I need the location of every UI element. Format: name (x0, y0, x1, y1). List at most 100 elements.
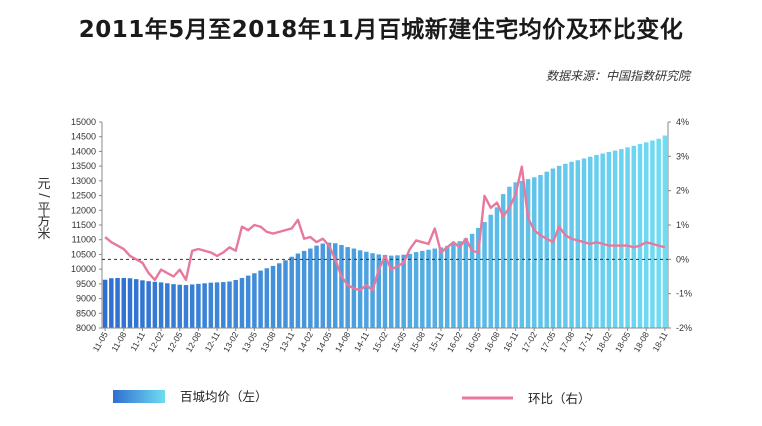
x-tick-label: 17-08 (557, 330, 577, 354)
x-tick-label: 15-11 (426, 330, 445, 354)
bar (569, 161, 574, 328)
bar-series (102, 135, 668, 328)
bar (643, 142, 649, 328)
x-tick-label: 16-02 (445, 330, 465, 354)
bar (556, 165, 562, 328)
bar (270, 265, 276, 328)
y-left-tick-label: 9500 (76, 279, 96, 289)
bar (532, 177, 537, 328)
bar (333, 243, 338, 328)
bar (320, 243, 326, 328)
bar (202, 283, 207, 328)
y-right-tick-label: -2% (676, 323, 692, 333)
bar (264, 268, 270, 328)
bar (221, 282, 226, 328)
bar (140, 280, 145, 328)
y-right-tick-label: 0% (676, 254, 689, 264)
bar (650, 140, 655, 328)
y-left-tick-label: 13500 (71, 161, 96, 171)
bar (115, 277, 120, 328)
bar (171, 284, 176, 328)
y-left-tick-label: 14500 (71, 132, 96, 142)
bar (314, 245, 319, 328)
y-axis-title-char: / (36, 193, 51, 198)
bar (407, 253, 413, 328)
bar (277, 263, 282, 328)
x-tick-label: 14-02 (296, 330, 316, 354)
mom-change-line (104, 165, 666, 292)
bar (245, 275, 251, 328)
bar (146, 281, 151, 328)
bar (339, 245, 344, 328)
bar (563, 163, 568, 328)
y-right-tick-label: 3% (676, 151, 689, 161)
x-tick-label: 11-05 (91, 330, 110, 354)
bar (519, 180, 525, 328)
x-tick-label: 17-11 (576, 330, 595, 354)
y-left-tick-label: 14000 (71, 146, 96, 156)
x-tick-label: 16-05 (463, 330, 483, 354)
bar (575, 160, 581, 328)
x-tick-label: 14-08 (333, 330, 353, 354)
bar (438, 247, 444, 328)
x-tick-label: 12-11 (203, 330, 222, 354)
bar (401, 254, 406, 328)
bar (127, 278, 133, 328)
y-left-tick-label: 8500 (76, 308, 96, 318)
bar (426, 249, 431, 328)
bar (345, 247, 350, 328)
x-tick-label: 14-05 (314, 330, 334, 354)
y-axis-title-char: 平 (37, 202, 50, 217)
x-tick-label: 15-08 (408, 330, 428, 354)
bar (301, 250, 307, 328)
bar (538, 174, 543, 328)
x-tick-label: 12-02 (146, 330, 166, 354)
bar (395, 255, 400, 328)
bar (283, 260, 288, 328)
bar (364, 251, 369, 328)
y-left-tick-label: 8000 (76, 323, 96, 333)
bar (239, 277, 245, 328)
x-tick-label: 13-05 (240, 330, 260, 354)
x-tick-label: 12-08 (184, 330, 204, 354)
x-tick-label: 17-05 (538, 330, 558, 354)
y-left-tick-label: 12500 (71, 191, 96, 201)
bar (388, 255, 394, 328)
bar (451, 243, 456, 328)
x-tick-label: 15-02 (370, 330, 390, 354)
bar (109, 278, 114, 328)
legend-bar-swatch (113, 390, 165, 403)
bar (500, 194, 506, 328)
y-right-tick-label: 1% (676, 220, 689, 230)
bar (382, 255, 388, 328)
source-note: 数据来源：中国指数研究院 (545, 69, 690, 83)
bar (619, 149, 624, 328)
x-tick-label: 13-08 (258, 330, 278, 354)
bar (444, 245, 450, 328)
bar (233, 280, 238, 328)
x-tick-label: 16-08 (482, 330, 502, 354)
x-tick-label: 17-02 (519, 330, 539, 354)
y-axis-title-char: 方 (37, 214, 50, 230)
bar (121, 277, 127, 328)
y-left-tick-label: 10500 (71, 249, 96, 259)
bar (457, 241, 462, 328)
bar (258, 270, 263, 328)
legend-line-label: 环比（右） (528, 391, 591, 406)
bar (189, 284, 195, 328)
legend: 百城均价（左） 环比（右） (113, 389, 591, 406)
x-tick-label: 12-05 (165, 330, 185, 354)
line-series (104, 165, 666, 292)
bar (183, 285, 189, 328)
y-right-tick-label: -1% (676, 289, 692, 299)
bar (376, 254, 382, 328)
y-axis-title-char: 米 (37, 227, 50, 242)
y-left-tick-label: 15000 (71, 117, 96, 127)
bar (494, 207, 500, 328)
y-left-tick-label: 13000 (71, 176, 96, 186)
bar (612, 150, 618, 328)
bar (177, 284, 182, 328)
bar (208, 282, 214, 328)
x-tick-label: 14-11 (352, 330, 371, 354)
